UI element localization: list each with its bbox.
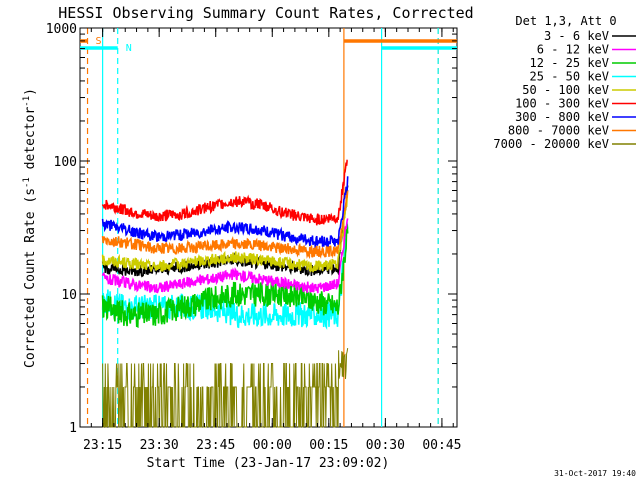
y-tick-label: 1000 bbox=[46, 22, 77, 37]
x-tick-label: 23:45 bbox=[196, 438, 235, 453]
legend-label: 12 - 25 keV bbox=[530, 56, 609, 70]
legend-label: 3 - 6 keV bbox=[544, 29, 609, 43]
x-tick-label: 00:45 bbox=[422, 438, 461, 453]
x-axis-label: Start Time (23-Jan-17 23:09:02) bbox=[147, 456, 390, 471]
legend-label: 25 - 50 keV bbox=[530, 70, 609, 84]
legend-label: 6 - 12 keV bbox=[537, 43, 609, 57]
series-line bbox=[101, 218, 349, 294]
footer-date: 31-Oct-2017 19:40 bbox=[554, 469, 636, 478]
x-axis: 23:15 23:30 23:45 00:00 00:15 00:30 00:45 bbox=[79, 28, 461, 453]
series-8 bbox=[102, 348, 349, 428]
legend-label: 7000 - 20000 keV bbox=[493, 137, 609, 151]
flag-bars: SN bbox=[80, 36, 457, 54]
legend-title: Det 1,3, Att 0 bbox=[515, 14, 616, 28]
series-7 bbox=[101, 190, 349, 260]
legend-label: 100 - 300 keV bbox=[515, 97, 609, 111]
y-axis-label: Corrected Count Rate (s-1 detector-1) bbox=[22, 88, 38, 368]
x-tick-label: 23:15 bbox=[83, 438, 122, 453]
series-1 bbox=[101, 218, 349, 294]
x-tick-label: 00:00 bbox=[253, 438, 292, 453]
legend-label: 300 - 800 keV bbox=[515, 110, 609, 124]
x-tick-label: 00:30 bbox=[366, 438, 405, 453]
flag-label: N bbox=[126, 43, 132, 54]
flag-label: S bbox=[96, 36, 102, 47]
y-tick-label: 100 bbox=[54, 155, 77, 170]
series-4 bbox=[101, 196, 348, 273]
series-line bbox=[101, 159, 348, 226]
legend-label: 50 - 100 keV bbox=[522, 83, 609, 97]
y-tick-label: 10 bbox=[61, 288, 77, 303]
series-layer bbox=[101, 159, 349, 428]
series-line bbox=[101, 176, 349, 249]
series-6 bbox=[101, 176, 349, 249]
series-5 bbox=[101, 159, 348, 226]
y-tick-label: 1 bbox=[69, 421, 77, 436]
legend-label: 800 - 7000 keV bbox=[508, 124, 609, 138]
x-tick-label: 23:30 bbox=[140, 438, 179, 453]
x-tick-label: 00:15 bbox=[309, 438, 348, 453]
series-line bbox=[101, 190, 349, 260]
chart-title: HESSI Observing Summary Count Rates, Cor… bbox=[58, 4, 473, 22]
y-axis: 1 10 100 1000 bbox=[46, 22, 457, 436]
series-line bbox=[101, 196, 348, 273]
series-line bbox=[102, 348, 349, 428]
